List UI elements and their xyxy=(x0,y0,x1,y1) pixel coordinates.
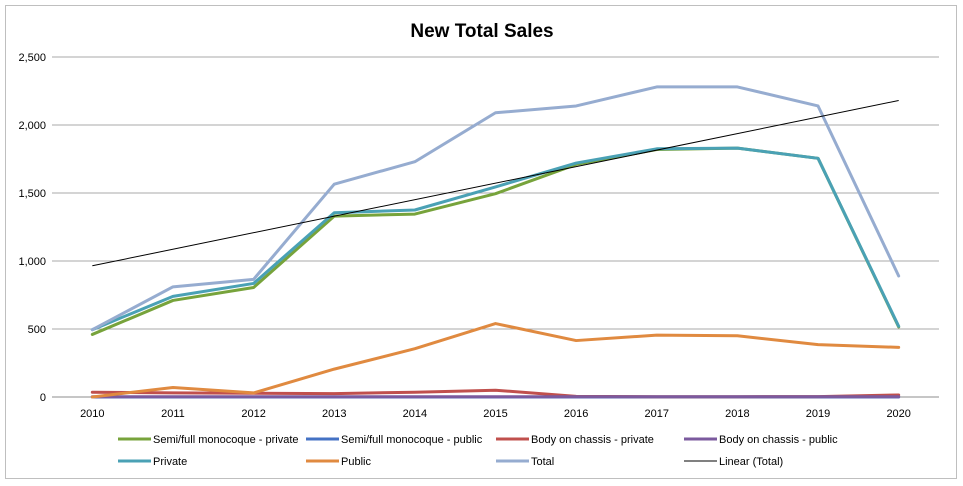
line-chart: New Total Sales 0 500 1,000 1,500 2,000 2,500… xyxy=(18,21,939,468)
y-tick-label: 1,500 xyxy=(18,188,46,200)
series-lines xyxy=(90,85,901,399)
legend: Semi/full monocoque - private Semi/full m… xyxy=(118,434,838,468)
series-line-linear-total xyxy=(92,100,899,267)
x-tick-label: 2017 xyxy=(645,408,669,420)
legend-label: Total xyxy=(531,456,554,468)
x-tick-label: 2010 xyxy=(80,408,104,420)
legend-item-total: Total xyxy=(496,456,554,468)
legend-item-linear-total: Linear (Total) xyxy=(684,456,783,468)
chart-title: New Total Sales xyxy=(410,21,553,42)
legend-item-public: Public xyxy=(306,456,371,468)
legend-item-body-on-chassis-public: Body on chassis - public xyxy=(684,434,838,446)
chart-frame: New Total Sales 0 500 1,000 1,500 2,000 2,500… xyxy=(5,5,957,479)
legend-label: Semi/full monocoque - private xyxy=(153,434,299,446)
x-tick-label: 2019 xyxy=(806,408,830,420)
legend-item-semi-full-monocoque-public: Semi/full monocoque - public xyxy=(306,434,483,446)
axes: 0 500 1,000 1,500 2,000 2,500 2010 2011 2012 2013… xyxy=(18,52,939,420)
legend-label: Linear (Total) xyxy=(719,456,783,468)
x-tick-label: 2011 xyxy=(161,408,185,420)
y-tick-label: 2,500 xyxy=(18,52,46,64)
series-line-public xyxy=(90,322,901,399)
legend-label: Body on chassis - public xyxy=(719,434,838,446)
series-line-total xyxy=(90,85,901,332)
series-line-private xyxy=(90,146,901,332)
x-tick-label: 2016 xyxy=(564,408,588,420)
legend-item-semi-full-monocoque-private: Semi/full monocoque - private xyxy=(118,434,299,446)
x-tick-label: 2020 xyxy=(886,408,910,420)
x-tick-label: 2015 xyxy=(483,408,507,420)
legend-item-private: Private xyxy=(118,456,187,468)
y-tick-label: 2,000 xyxy=(18,120,46,132)
x-tick-label: 2018 xyxy=(725,408,749,420)
y-tick-label: 0 xyxy=(40,392,46,404)
legend-item-body-on-chassis-private: Body on chassis - private xyxy=(496,434,654,446)
x-tick-label: 2013 xyxy=(322,408,346,420)
x-tick-label: 2014 xyxy=(403,408,427,420)
legend-label: Body on chassis - private xyxy=(531,434,654,446)
y-tick-label: 500 xyxy=(28,324,46,336)
x-tick-label: 2012 xyxy=(241,408,265,420)
y-tick-label: 1,000 xyxy=(18,256,46,268)
legend-label: Public xyxy=(341,456,371,468)
legend-label: Private xyxy=(153,456,187,468)
legend-label: Semi/full monocoque - public xyxy=(341,434,483,446)
